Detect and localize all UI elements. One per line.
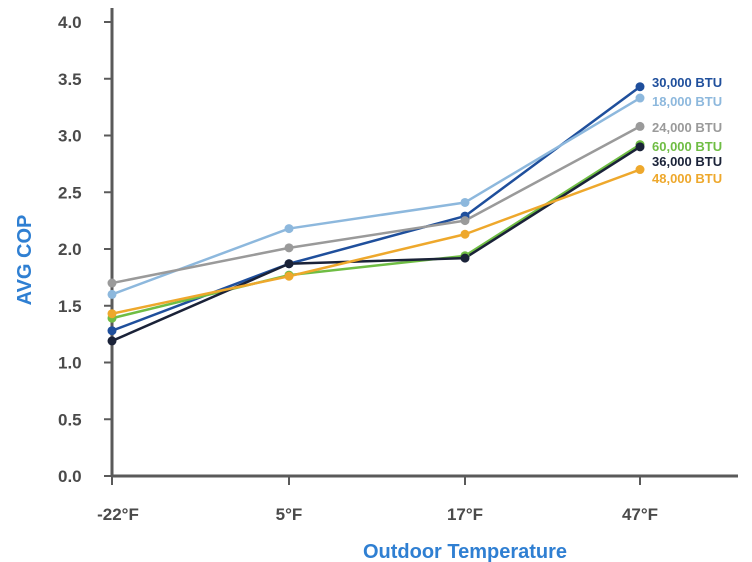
- data-point: [460, 197, 470, 207]
- data-point: [107, 326, 117, 336]
- data-point: [460, 253, 470, 263]
- series-labels: 30,000 BTU 18,000 BTU 24,000 BTU 60,000 BTU…: [652, 75, 722, 186]
- data-point: [460, 229, 470, 239]
- data-point: [635, 82, 645, 92]
- series-label: 18,000 BTU: [652, 94, 722, 109]
- data-point: [635, 165, 645, 175]
- y-tick-label: 2.5: [58, 183, 82, 202]
- data-point: [107, 309, 117, 319]
- data-point: [284, 271, 294, 281]
- y-tick-label: 3.0: [58, 127, 82, 146]
- series-line: [111, 125, 641, 285]
- data-point: [460, 216, 470, 226]
- series-label: 24,000 BTU: [652, 120, 722, 135]
- series-label: 48,000 BTU: [652, 171, 722, 186]
- axes: [110, 8, 738, 478]
- series-lines: [111, 85, 641, 343]
- series-label: 30,000 BTU: [652, 75, 722, 90]
- y-axis-title: AVG COP: [14, 215, 36, 306]
- data-point: [635, 142, 645, 152]
- y-tick-label: 0.0: [58, 467, 82, 486]
- data-point: [284, 224, 294, 234]
- series-points: [107, 82, 645, 346]
- data-point: [107, 336, 117, 346]
- x-axis-title: Outdoor Temperature: [363, 541, 567, 562]
- x-tick-label: 17°F: [447, 505, 483, 524]
- data-point: [284, 259, 294, 269]
- series-line: [111, 143, 641, 320]
- x-axis-ticks: -22°F 5°F 17°F 47°F: [97, 476, 658, 524]
- series-label: 60,000 BTU: [652, 139, 722, 154]
- series-label: 36,000 BTU: [652, 154, 722, 169]
- x-tick-label: -22°F: [97, 505, 139, 524]
- data-point: [635, 121, 645, 131]
- y-tick-label: 3.5: [58, 70, 82, 89]
- data-point: [635, 93, 645, 103]
- data-point: [107, 289, 117, 299]
- series-line: [111, 145, 641, 343]
- x-tick-label: 47°F: [622, 505, 658, 524]
- series-line: [111, 85, 641, 332]
- data-point: [107, 278, 117, 288]
- data-point: [284, 243, 294, 253]
- series-line: [111, 168, 641, 315]
- y-axis-ticks: 0.0 0.5 1.0 1.5 2.0 2.5 3.0 3.5 4.0: [58, 13, 112, 486]
- y-tick-label: 1.5: [58, 297, 82, 316]
- y-tick-label: 2.0: [58, 240, 82, 259]
- y-tick-label: 1.0: [58, 354, 82, 373]
- series-line: [111, 96, 641, 296]
- y-tick-label: 4.0: [58, 13, 82, 32]
- y-tick-label: 0.5: [58, 410, 82, 429]
- x-tick-label: 5°F: [276, 505, 303, 524]
